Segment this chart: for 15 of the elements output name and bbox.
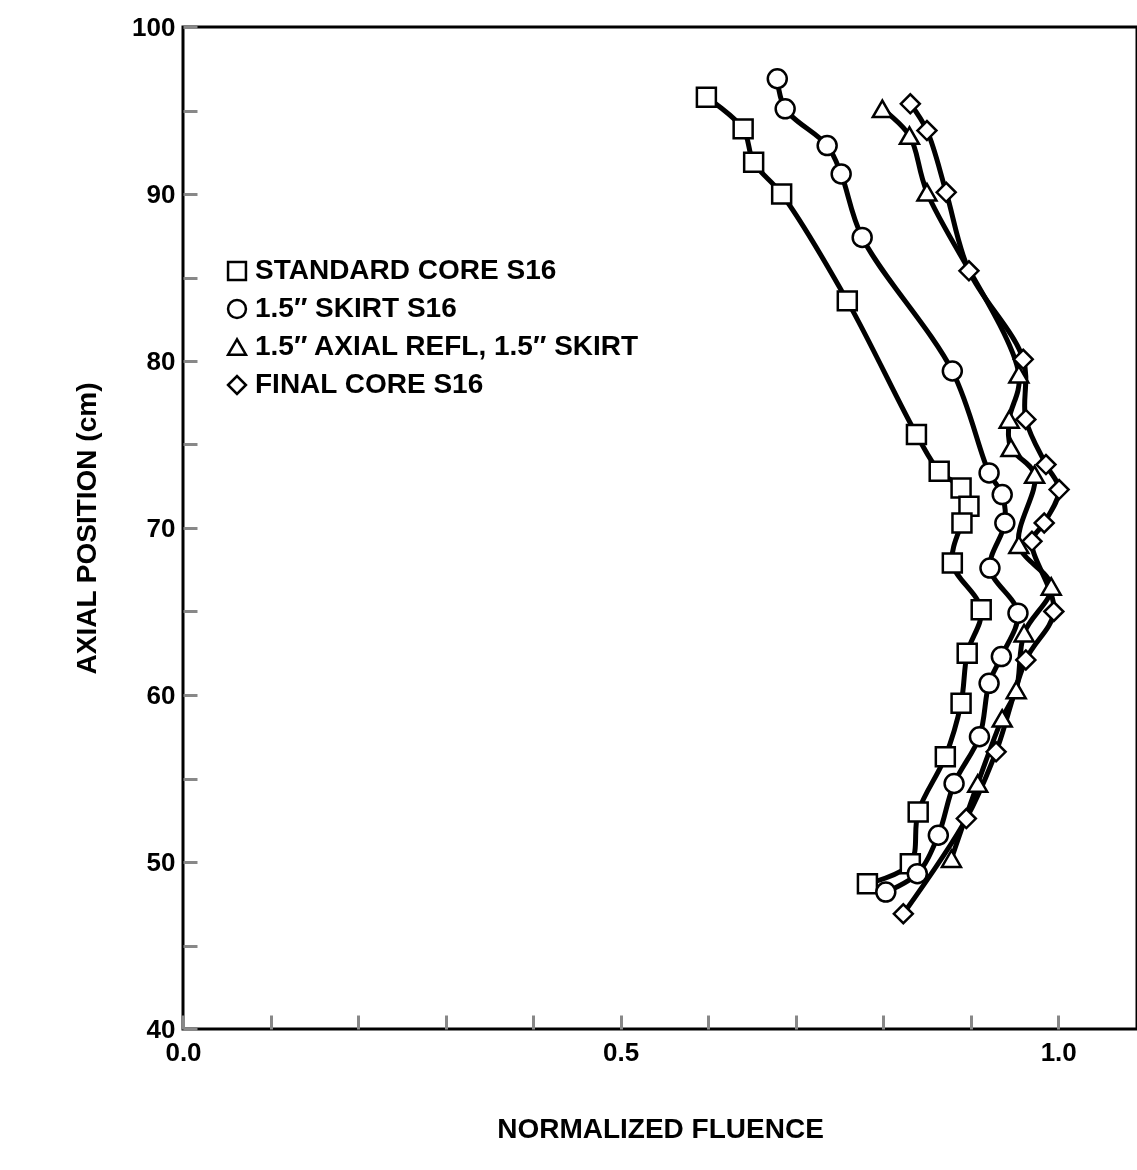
x-tick-label: 0.5	[603, 1036, 640, 1067]
y-tick-label: 40	[146, 1013, 176, 1044]
y-tick-label: 90	[146, 178, 176, 209]
legend-label: STANDARD CORE S16	[255, 254, 557, 285]
y-tick-label: 50	[146, 846, 176, 877]
y-axis-title: AXIAL POSITION (cm)	[71, 382, 103, 675]
legend-label: 1.5″ SKIRT S16	[255, 292, 457, 323]
x-axis-title: NORMALIZED FLUENCE	[497, 1112, 824, 1144]
y-tick-label: 70	[146, 512, 176, 543]
y-tick-label: 80	[146, 345, 176, 376]
y-tick-label: 60	[146, 679, 176, 710]
x-tick-label: 1.0	[1040, 1036, 1077, 1067]
legend-label: 1.5″ AXIAL REFL, 1.5″ SKIRT	[255, 330, 639, 361]
y-tick-label: 100	[132, 11, 176, 42]
legend-label: FINAL CORE S16	[255, 368, 484, 399]
